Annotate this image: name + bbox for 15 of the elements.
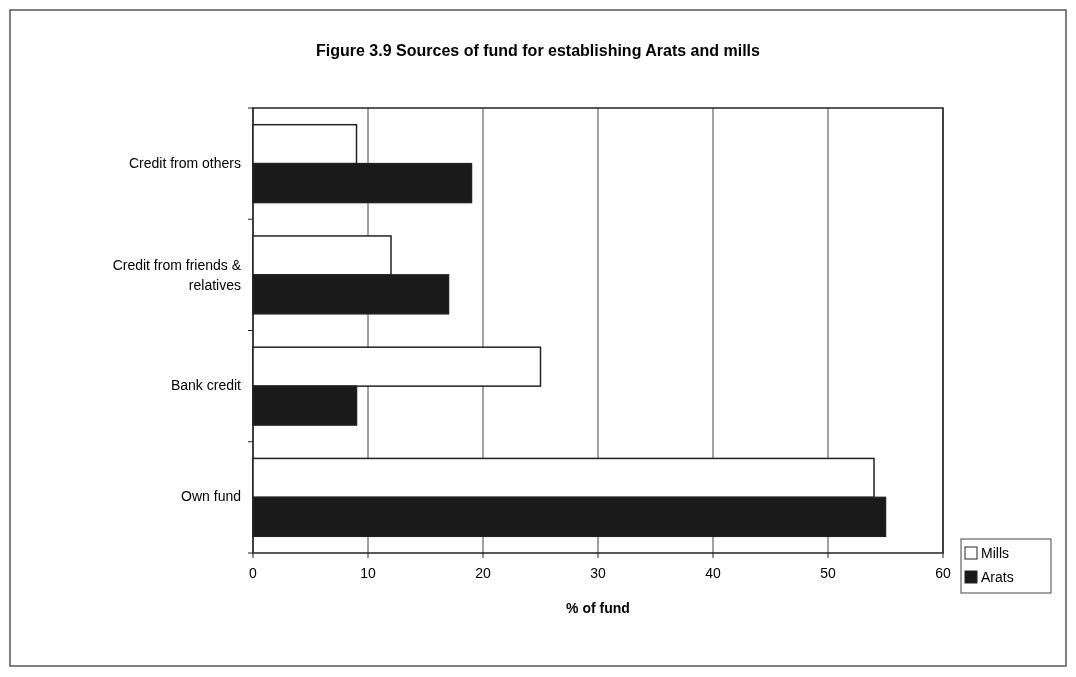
chart-title: Figure 3.9 Sources of fund for establishing Arats and mills (316, 42, 761, 59)
y-tick-label: Credit from friends & relatives (112, 256, 242, 293)
x-tick-label: 20 (475, 565, 491, 581)
x-axis-title: % of fund (566, 600, 630, 616)
x-tick-label: 60 (935, 565, 951, 581)
y-tick-label: Credit from others (128, 154, 241, 171)
x-tick-label: 40 (705, 565, 721, 581)
legend-label: Mills (981, 545, 1009, 561)
y-tick-label: Bank credit (170, 376, 242, 393)
y-tick-label: Own fund (181, 488, 241, 505)
legend-label: Arats (981, 569, 1014, 585)
x-tick-label: 30 (590, 565, 606, 581)
x-tick-label: 50 (820, 565, 836, 581)
x-tick-label: 10 (360, 565, 376, 581)
x-tick-label: 0 (249, 565, 258, 581)
